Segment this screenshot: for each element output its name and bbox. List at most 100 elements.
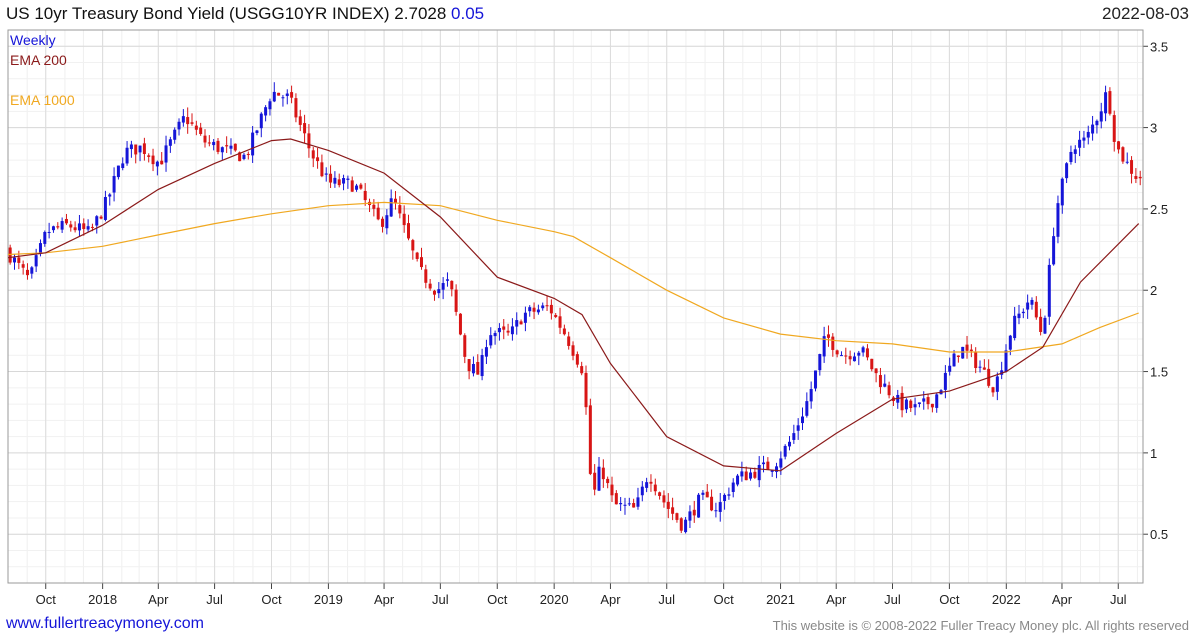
candle-body xyxy=(697,494,701,518)
candle-body xyxy=(701,492,705,495)
candle-body xyxy=(666,501,670,509)
candle-body xyxy=(121,163,125,169)
candle-body xyxy=(82,223,86,230)
candle-body xyxy=(900,392,904,411)
copyright-text: This website is © 2008-2022 Fuller Treac… xyxy=(772,618,1189,633)
ema1000-line xyxy=(7,201,1139,353)
candle-body xyxy=(844,355,848,357)
candle-body xyxy=(415,252,419,259)
candle-body xyxy=(17,257,21,263)
legend-weekly: Weekly xyxy=(10,32,56,48)
candle-body xyxy=(753,471,757,478)
candle-body xyxy=(264,107,268,116)
candle-body xyxy=(1121,147,1125,162)
candle-body xyxy=(112,175,116,193)
candle-body xyxy=(554,315,558,317)
candle-body xyxy=(372,204,376,209)
candle-body xyxy=(86,226,90,230)
candle-body xyxy=(839,355,843,357)
candle-body xyxy=(255,130,259,134)
candle-body xyxy=(381,218,385,227)
candle-body xyxy=(8,247,12,263)
candle-body xyxy=(108,194,112,197)
y-tick-label: 3.5 xyxy=(1150,39,1168,54)
site-link[interactable]: www.fullertreacymoney.com xyxy=(6,615,204,632)
candle-body xyxy=(632,503,636,508)
candle-body xyxy=(1108,91,1112,114)
candle-body xyxy=(134,144,138,155)
candle-body xyxy=(454,289,458,312)
candle-body xyxy=(359,184,363,189)
legend-ema1000: EMA 1000 xyxy=(10,92,75,108)
candle-body xyxy=(480,355,484,377)
candle-body xyxy=(272,91,276,102)
candle-body xyxy=(1130,160,1134,174)
candle-body xyxy=(428,283,432,289)
x-tick-label: Oct xyxy=(261,592,282,607)
candle-body xyxy=(528,307,532,312)
candle-body xyxy=(316,157,320,162)
candle-body xyxy=(1052,236,1056,265)
candle-body xyxy=(770,470,774,472)
candle-body xyxy=(723,494,727,501)
candle-body xyxy=(432,290,436,295)
candle-body xyxy=(662,495,666,503)
title-main: US 10yr Treasury Bond Yield (USGG10YR IN… xyxy=(6,4,447,23)
candle-body xyxy=(510,326,514,335)
candle-body xyxy=(1065,163,1069,179)
candle-body xyxy=(307,133,311,149)
x-tick-label: Oct xyxy=(36,592,57,607)
candle-body xyxy=(1073,149,1077,154)
candle-body xyxy=(1039,316,1043,332)
candle-body xyxy=(450,280,454,290)
candle-body xyxy=(943,372,947,390)
x-tick-label: 2018 xyxy=(88,592,117,607)
candle-body xyxy=(173,129,177,140)
x-tick-label: Jul xyxy=(658,592,675,607)
candle-body xyxy=(627,503,631,505)
candle-body xyxy=(688,511,692,521)
candle-body xyxy=(822,336,826,357)
candle-body xyxy=(1026,302,1030,310)
x-tick-label: Apr xyxy=(1052,592,1073,607)
candle-body xyxy=(584,372,588,408)
x-tick-label: Jul xyxy=(432,592,449,607)
candle-body xyxy=(186,117,190,125)
candle-body xyxy=(329,173,333,183)
candle-body xyxy=(679,518,683,531)
candle-body xyxy=(978,366,982,368)
candle-body xyxy=(333,177,337,184)
candle-body xyxy=(125,147,129,164)
candle-body xyxy=(757,464,761,481)
candle-body xyxy=(77,223,81,231)
candle-body xyxy=(225,145,229,147)
candle-body xyxy=(1134,176,1138,179)
candle-body xyxy=(558,316,562,328)
candle-body xyxy=(394,198,398,204)
candle-body xyxy=(303,123,307,134)
candle-body xyxy=(497,327,501,333)
candle-body xyxy=(606,478,610,484)
candle-body xyxy=(926,397,930,405)
x-tick-label: Oct xyxy=(714,592,735,607)
candle-body xyxy=(1008,335,1012,350)
candle-body xyxy=(190,122,194,124)
candle-body xyxy=(783,445,787,457)
candle-body xyxy=(385,215,389,229)
candle-body xyxy=(536,309,540,313)
candle-body xyxy=(826,334,830,338)
candle-body xyxy=(519,321,523,325)
candle-body xyxy=(216,140,220,152)
candle-body xyxy=(952,353,956,367)
candle-body xyxy=(220,147,224,153)
candle-body xyxy=(718,502,722,512)
candle-body xyxy=(762,462,766,465)
x-tick-label: Apr xyxy=(374,592,395,607)
candle-body xyxy=(458,313,462,335)
candle-body xyxy=(1099,111,1103,122)
title-change: 0.05 xyxy=(451,4,485,23)
y-tick-label: 2.5 xyxy=(1150,202,1168,217)
candle-body xyxy=(623,504,627,506)
y-tick-label: 2 xyxy=(1150,283,1157,298)
